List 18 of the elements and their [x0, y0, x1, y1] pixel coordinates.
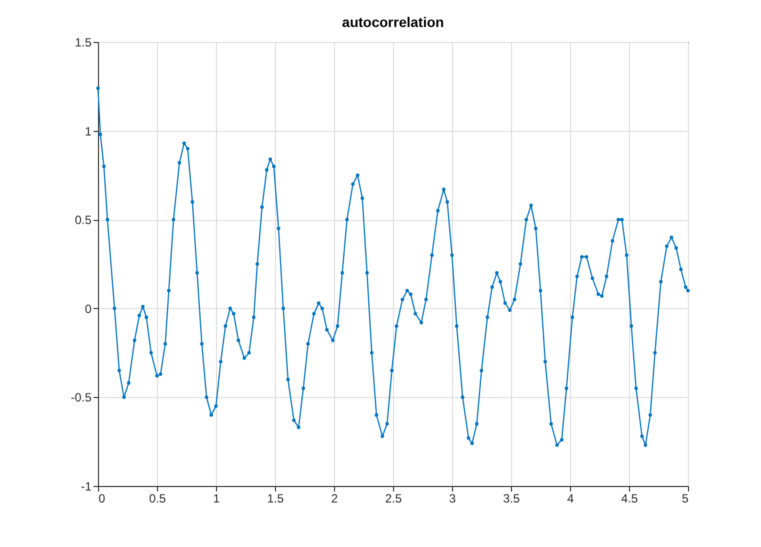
- chart-title: autocorrelation: [342, 14, 444, 30]
- y-tick-label: 1.5: [74, 36, 92, 50]
- y-tick-label: 1: [84, 124, 92, 138]
- x-tick-label: 2.5: [385, 492, 402, 506]
- x-tick-label: 3: [449, 492, 456, 506]
- y-tick-label: 0: [84, 302, 92, 316]
- y-tick-label: 0.5: [74, 213, 92, 228]
- x-tick-label: 3.5: [503, 492, 520, 506]
- x-tick-label: 1: [213, 492, 220, 506]
- x-tick-label: 1.5: [267, 492, 284, 506]
- x-tick-label: 4.5: [621, 492, 638, 506]
- y-tick-label: -1: [80, 480, 92, 494]
- x-tick-label: 0.5: [149, 492, 166, 506]
- x-tick-label: 4: [567, 492, 574, 506]
- x-tick-label: 5: [682, 492, 689, 506]
- x-tick-label: 2: [331, 492, 338, 506]
- x-tick-label: 0: [98, 492, 106, 506]
- y-tick-label: -0.5: [70, 390, 92, 405]
